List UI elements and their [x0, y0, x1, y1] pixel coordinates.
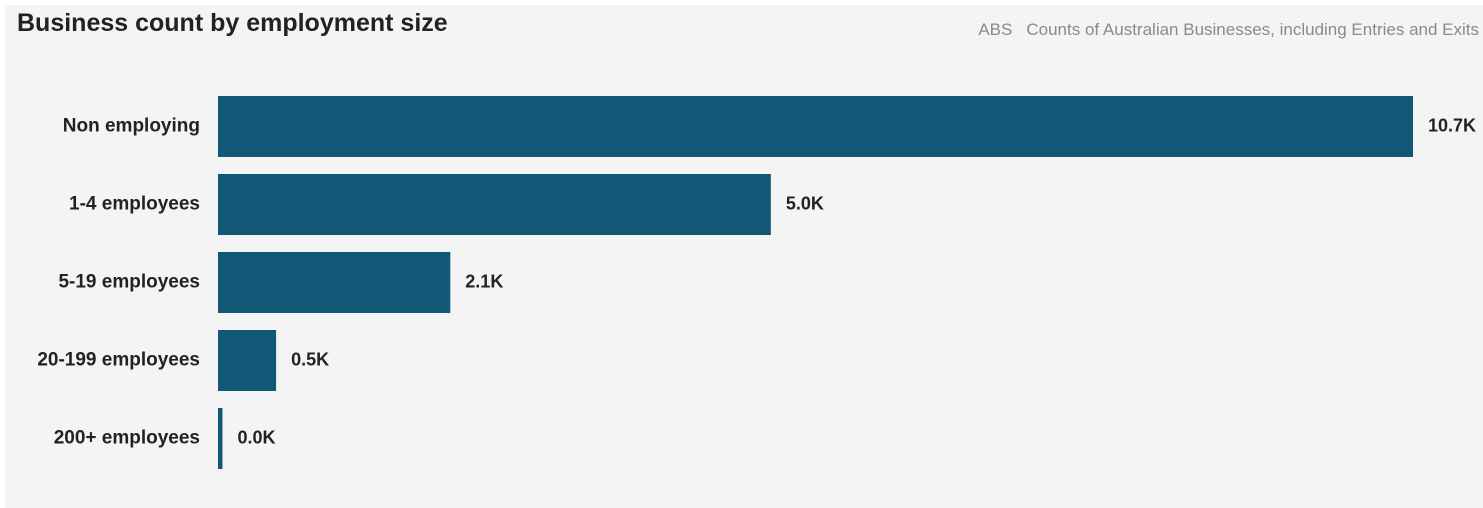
category-label: 200+ employees — [54, 428, 200, 449]
chart-card: Business count by employment size ABS Cou… — [5, 5, 1483, 508]
value-label: 0.5K — [291, 349, 329, 369]
source-name: Counts of Australian Businesses, includi… — [1026, 20, 1479, 39]
bar[interactable] — [218, 96, 1413, 157]
value-label: 0.0K — [237, 427, 275, 447]
category-label: 5-19 employees — [58, 272, 200, 293]
source-org: ABS — [978, 20, 1013, 39]
bar[interactable] — [218, 252, 451, 313]
source-caption: ABS Counts of Australian Businesses, incl… — [978, 20, 1479, 40]
bar[interactable] — [218, 174, 771, 235]
bar[interactable] — [218, 408, 223, 469]
category-label: 1-4 employees — [69, 194, 200, 215]
category-label: 20-199 employees — [37, 350, 200, 371]
value-label: 5.0K — [786, 193, 824, 213]
category-label: Non employing — [63, 116, 200, 137]
value-label: 10.7K — [1428, 115, 1476, 135]
bar-chart: Non employing 10.7K 1-4 employees 5.0K 5-19 … — [37, 96, 1476, 469]
chart-title: Business count by employment size — [17, 9, 448, 37]
bar[interactable] — [218, 330, 277, 391]
value-label: 2.1K — [465, 271, 503, 291]
